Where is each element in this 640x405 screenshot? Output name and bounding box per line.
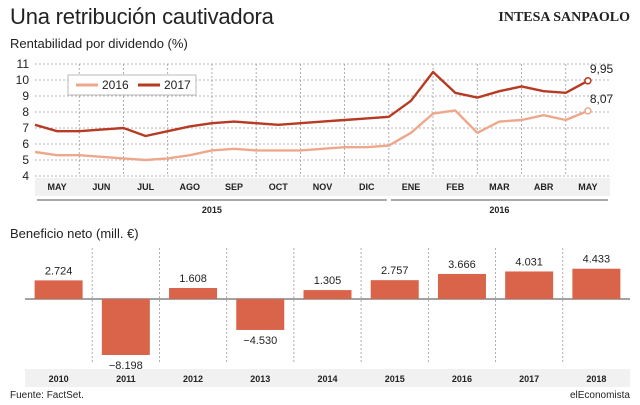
- bar-2011: [101, 299, 150, 355]
- bar-value-label: −8.198: [109, 360, 143, 372]
- bar-chart-title: Beneficio neto (mill. €): [10, 226, 139, 241]
- chart-title: Una retribución cautivadora: [10, 4, 274, 29]
- bar-2018: [572, 268, 621, 299]
- category-label: 2011: [116, 374, 136, 384]
- month-label: DIC: [359, 182, 375, 192]
- bar-2010: [34, 280, 83, 299]
- bar-value-label: 1.305: [314, 275, 342, 287]
- bar-value-label: 2.724: [45, 265, 73, 277]
- bar-2013: [236, 299, 285, 330]
- month-label: JUN: [92, 182, 110, 192]
- month-label: MAR: [489, 182, 510, 192]
- endpoint-label-2017: 9,95: [590, 62, 614, 76]
- y-tick-label: 11: [17, 57, 30, 71]
- month-label: AGO: [180, 182, 201, 192]
- endpoint-label-2016: 8,07: [590, 92, 614, 106]
- brand-name: INTESA SANPAOLO: [498, 10, 630, 25]
- category-band: [25, 369, 630, 387]
- category-label: 2016: [452, 374, 472, 384]
- bar-2012: [169, 288, 218, 299]
- legend-box: [67, 74, 197, 96]
- bar-2014: [303, 290, 352, 299]
- category-label: 2018: [586, 374, 606, 384]
- month-label: OCT: [269, 182, 289, 192]
- publisher-name: elEconomista: [569, 390, 630, 401]
- bar-value-label: 3.666: [448, 259, 476, 271]
- month-label: MAY: [578, 182, 597, 192]
- month-label: ENE: [402, 182, 421, 192]
- legend-label-2017: 2017: [164, 78, 191, 92]
- series-line-2016: [34, 109, 589, 162]
- category-label: 2015: [385, 374, 405, 384]
- category-label: 2012: [183, 374, 203, 384]
- brand-logo: INTESA SANPAOLO: [498, 10, 630, 26]
- legend-label-2016: 2016: [102, 78, 129, 92]
- bar-2016: [437, 273, 486, 299]
- y-tick-label: 5: [22, 153, 29, 167]
- bar-value-label: 4.433: [583, 254, 611, 266]
- month-label: JUL: [137, 182, 155, 192]
- bar-value-label: 4.031: [515, 256, 543, 268]
- month-label: FEB: [446, 182, 465, 192]
- month-label: ABR: [534, 182, 554, 192]
- year-label: 2015: [202, 205, 222, 215]
- bar-2017: [505, 271, 554, 299]
- line-chart-title: Rentabilidad por dividendo (%): [10, 36, 188, 51]
- bar-2015: [370, 280, 419, 299]
- month-band: [35, 178, 610, 196]
- y-tick-label: 9: [22, 89, 29, 103]
- y-tick-label: 10: [16, 73, 30, 87]
- month-label: NOV: [313, 182, 333, 192]
- year-label: 2016: [489, 205, 509, 215]
- category-label: 2014: [317, 374, 337, 384]
- source-note: Fuente: FactSet.: [10, 390, 84, 401]
- endpoint-2016: [584, 107, 592, 115]
- month-label: MAY: [48, 182, 67, 192]
- category-label: 2010: [49, 374, 69, 384]
- endpoint-2017: [584, 77, 592, 85]
- bar-value-label: 2.757: [381, 265, 409, 277]
- y-tick-label: 7: [22, 121, 29, 135]
- category-label: 2013: [250, 374, 270, 384]
- series-line-2017: [34, 70, 589, 138]
- y-tick-label: 4: [22, 169, 29, 183]
- y-tick-label: 6: [22, 137, 29, 151]
- y-tick-label: 8: [22, 105, 29, 119]
- bar-value-label: −4.530: [243, 335, 277, 347]
- month-label: SEP: [225, 182, 243, 192]
- category-label: 2017: [519, 374, 539, 384]
- bar-value-label: 1.608: [179, 273, 207, 285]
